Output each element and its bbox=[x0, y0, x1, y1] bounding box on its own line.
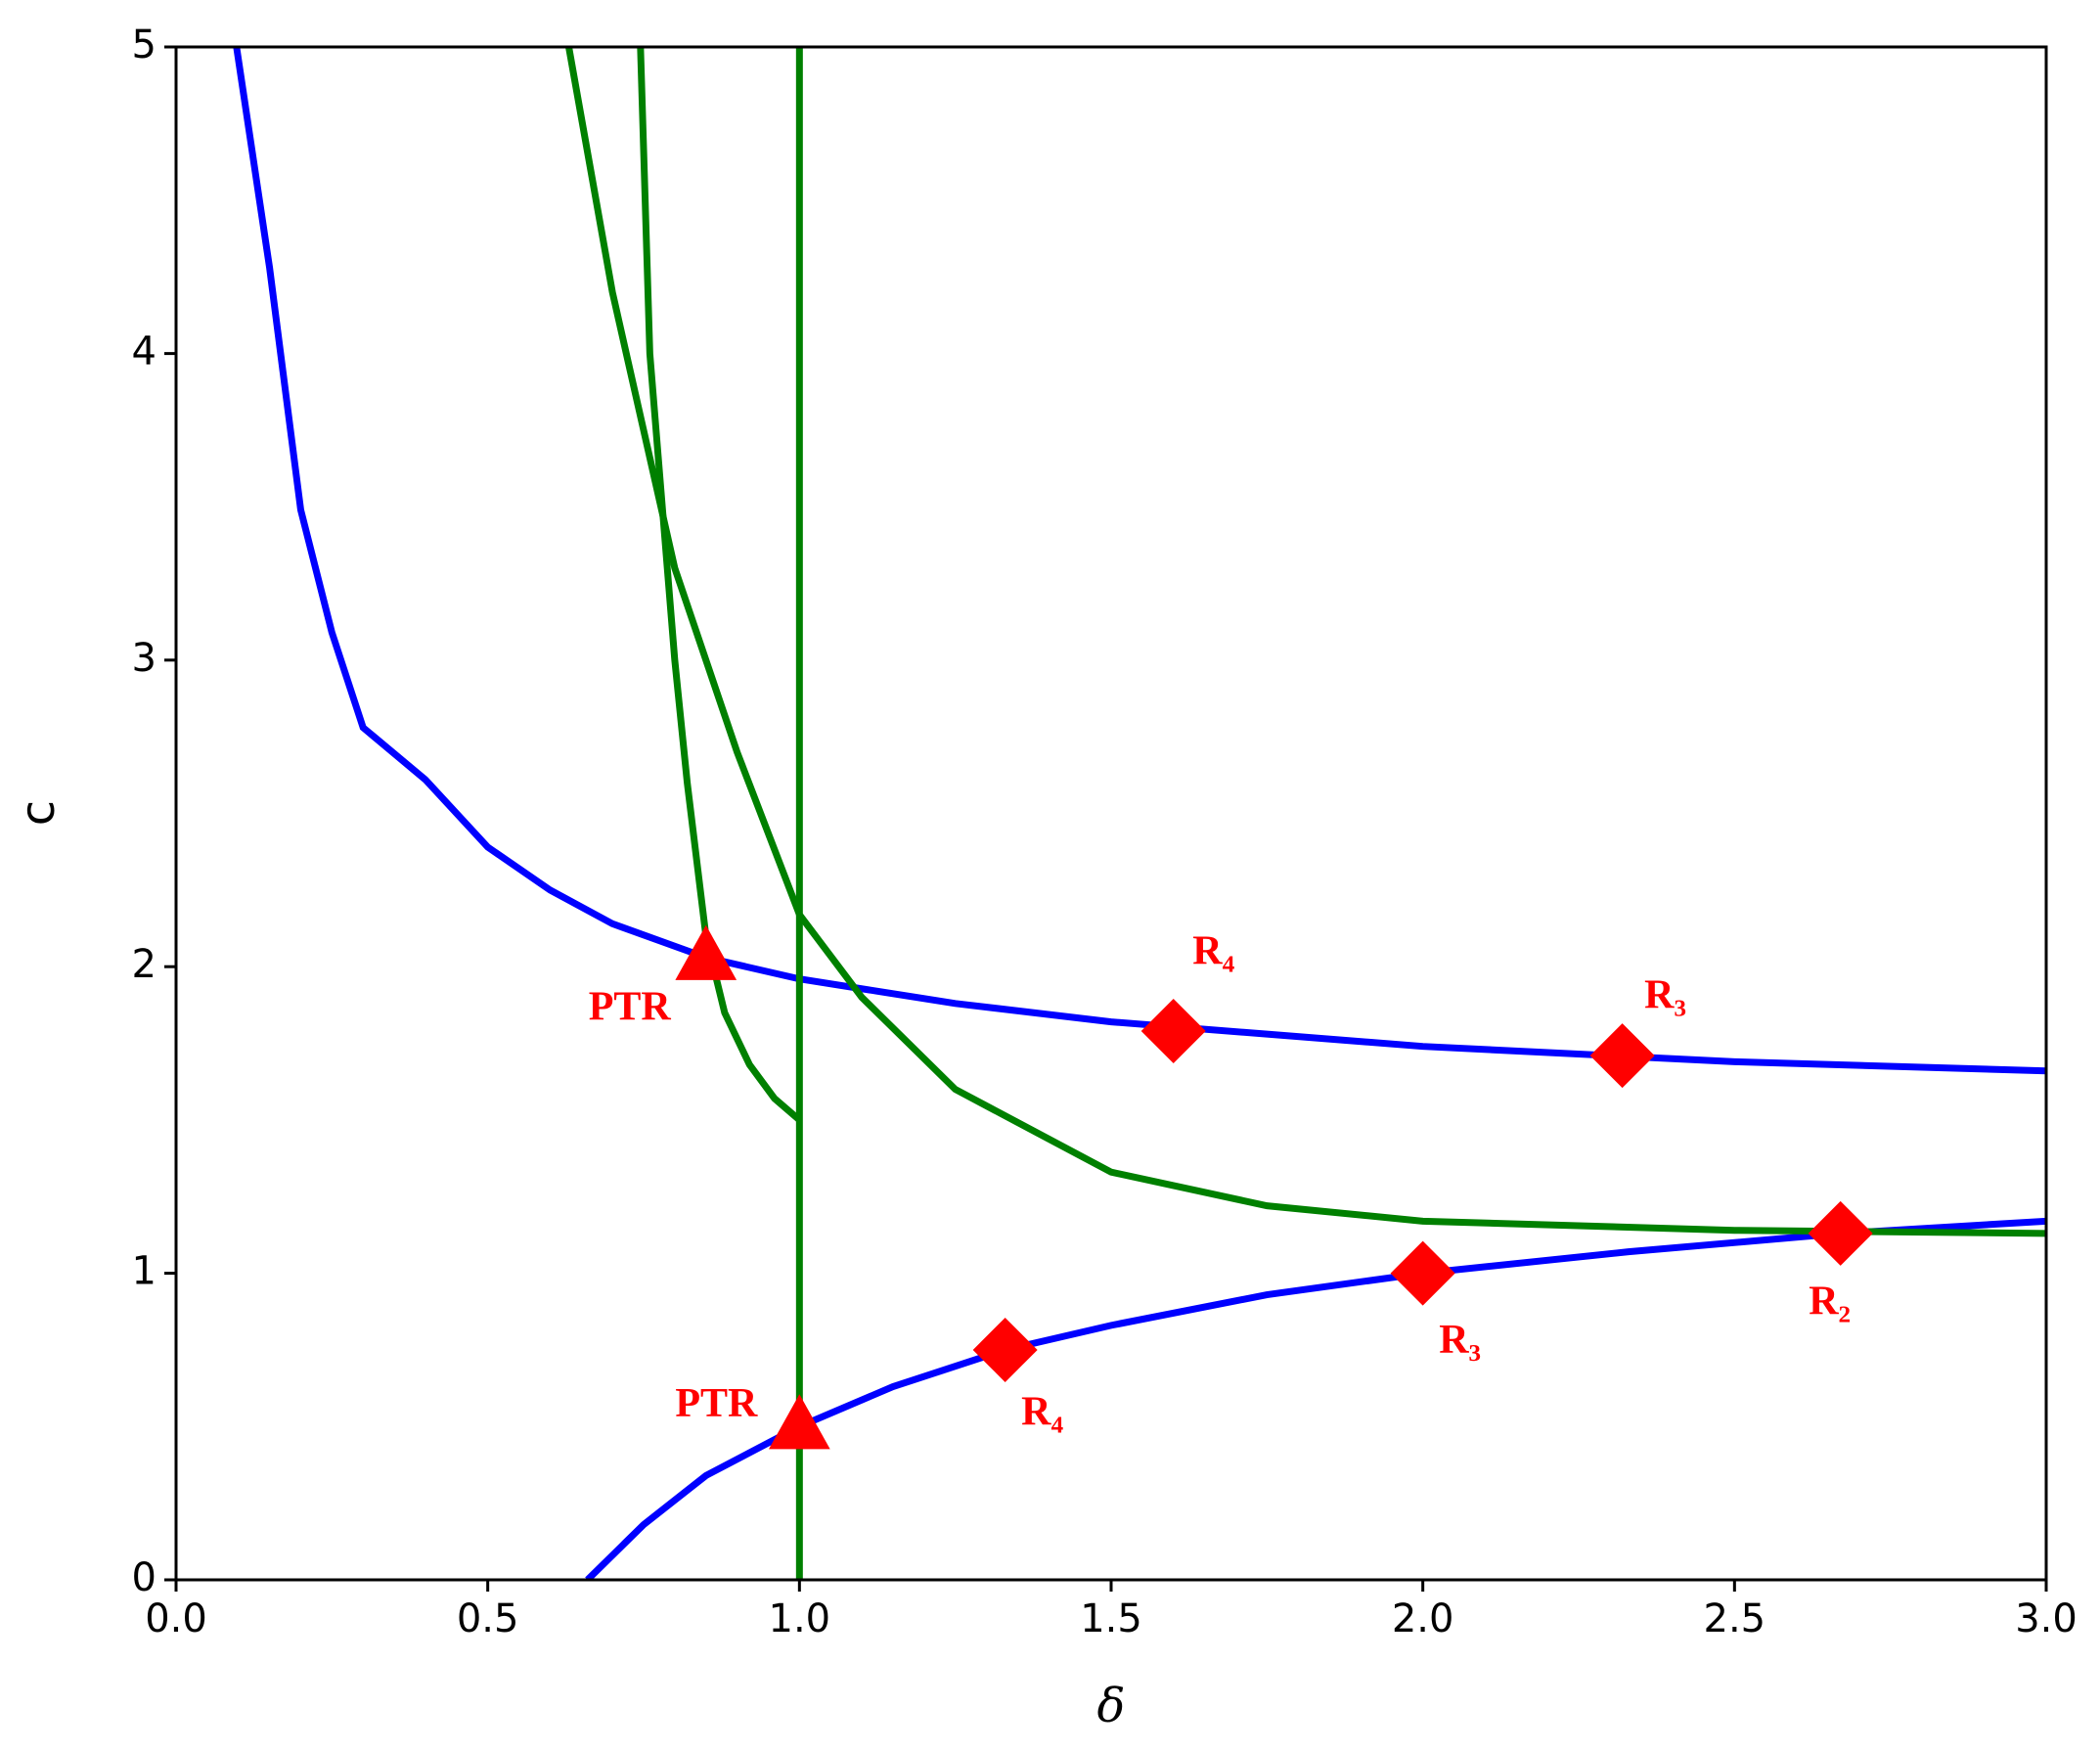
plot-lines bbox=[233, 47, 2046, 1580]
y-tick-label: 1 bbox=[132, 1249, 156, 1294]
x-axis-label: δ bbox=[1097, 1679, 1126, 1733]
x-tick-label: 1.0 bbox=[769, 1596, 831, 1641]
triangle-marker bbox=[768, 1394, 830, 1450]
x-tick-label: 1.5 bbox=[1080, 1596, 1142, 1641]
diamond-marker bbox=[1390, 1240, 1455, 1306]
diamond-marker bbox=[1808, 1200, 1873, 1266]
marker-label: R₄ bbox=[1192, 929, 1234, 974]
y-tick-label: 3 bbox=[132, 636, 156, 681]
curve bbox=[565, 47, 2046, 1237]
marker-label: R₄ bbox=[1021, 1390, 1063, 1435]
marker-label: R₂ bbox=[1809, 1279, 1851, 1324]
y-tick-label: 0 bbox=[132, 1555, 156, 1600]
triangle-marker bbox=[675, 924, 737, 980]
y-tick-label: 4 bbox=[132, 329, 156, 374]
marker-label: R₃ bbox=[1439, 1318, 1481, 1363]
diamond-marker bbox=[1140, 999, 1206, 1064]
diamond-marker bbox=[972, 1317, 1038, 1382]
x-tick-label: 3.0 bbox=[2015, 1596, 2078, 1641]
x-tick-label: 0.0 bbox=[145, 1596, 207, 1641]
diamond-marker bbox=[1589, 1023, 1655, 1089]
curve bbox=[233, 47, 2046, 1075]
y-axis-label: c bbox=[11, 800, 66, 826]
marker-label: PTR bbox=[589, 984, 672, 1029]
curve bbox=[637, 47, 802, 1123]
y-tick-label: 2 bbox=[132, 942, 156, 987]
x-tick-label: 0.5 bbox=[457, 1596, 519, 1641]
marker-label: PTR bbox=[675, 1381, 758, 1426]
curve bbox=[585, 1217, 2046, 1580]
y-tick-label: 5 bbox=[132, 22, 156, 67]
x-tick-label: 2.5 bbox=[1704, 1596, 1766, 1641]
x-tick-label: 2.0 bbox=[1392, 1596, 1454, 1641]
marker-label: R₃ bbox=[1644, 973, 1686, 1018]
